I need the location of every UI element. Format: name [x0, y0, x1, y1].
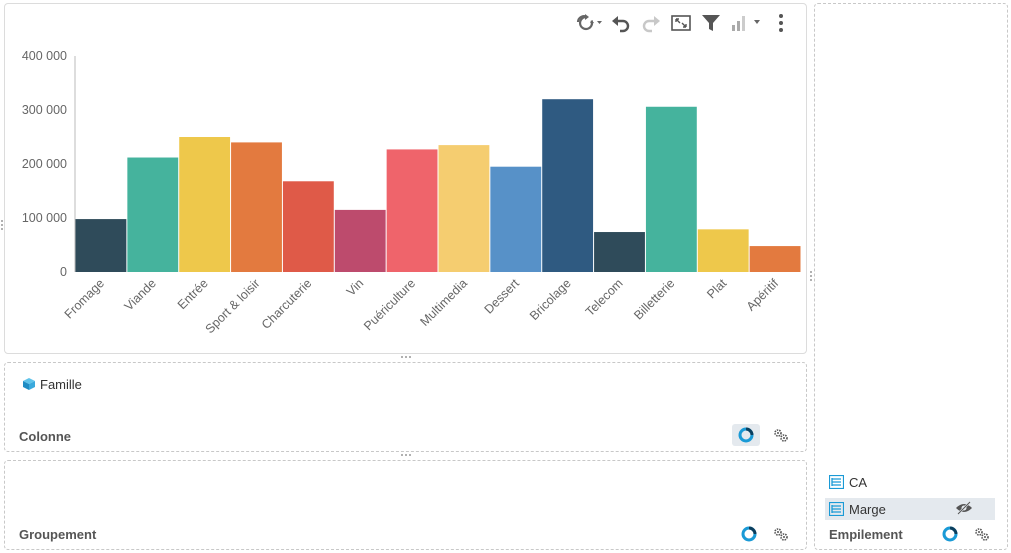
loading-toggle-button[interactable]: [738, 524, 760, 544]
ring-icon: [741, 526, 757, 542]
bar-charcuterie[interactable]: [282, 181, 334, 272]
colonne-label: Colonne: [19, 429, 71, 444]
dimension-cube-icon: [22, 377, 36, 391]
settings-button[interactable]: [971, 524, 993, 544]
y-tick-label: 0: [60, 265, 67, 279]
gears-icon: [774, 528, 788, 541]
bar-ap-ritif[interactable]: [749, 246, 801, 272]
more-icon: [779, 14, 783, 32]
x-tick-label: Dessert: [482, 276, 523, 317]
y-tick-label: 200 000: [22, 157, 67, 171]
colonne-dropzone[interactable]: Famille Colonne: [4, 362, 807, 452]
settings-button[interactable]: [770, 425, 792, 445]
x-tick-label: Puériculture: [361, 276, 418, 333]
groupement-dropzone[interactable]: Groupement: [4, 460, 807, 550]
hide-eye-icon[interactable]: [955, 501, 973, 515]
undo-icon: [612, 16, 630, 33]
fullscreen-icon: [671, 15, 691, 31]
x-tick-label: Charcuterie: [259, 276, 315, 332]
empilement-zone-icons: [939, 524, 993, 544]
measure-icon: [829, 502, 844, 516]
bars: [75, 99, 801, 272]
empilement-dropzone[interactable]: CA Marge Empilement: [814, 3, 1008, 550]
x-tick-label: Billetterie: [631, 276, 677, 322]
bar-viande[interactable]: [127, 157, 179, 272]
bar-pu-riculture[interactable]: [386, 149, 438, 272]
ring-icon: [738, 427, 754, 443]
bar-fromage[interactable]: [75, 219, 127, 272]
bar-dessert[interactable]: [490, 166, 542, 272]
measure-ca[interactable]: CA: [825, 471, 995, 493]
field-chip-label: Famille: [40, 376, 82, 392]
bar-entr-e[interactable]: [179, 137, 231, 272]
redo-icon: [642, 16, 660, 33]
x-tick-label: Telecom: [583, 276, 626, 319]
chart-toolbar: [566, 10, 796, 36]
resize-handle-2[interactable]: [400, 454, 412, 458]
redo-button[interactable]: [636, 10, 666, 36]
filter-button[interactable]: [696, 10, 726, 36]
bar-telecom[interactable]: [594, 232, 645, 272]
bar-bricolage[interactable]: [542, 99, 594, 272]
y-tick-label: 300 000: [22, 103, 67, 117]
resize-handle[interactable]: [400, 356, 412, 360]
x-tick-label: Apéritif: [744, 276, 782, 314]
bar-billetterie[interactable]: [645, 106, 697, 272]
measure-label: Marge: [849, 501, 886, 517]
groupement-zone-icons: [738, 524, 792, 544]
y-tick-label: 100 000: [22, 211, 67, 225]
chart-panel: 0 100 000 200 000 300 000 400 000 Fromage Via…: [4, 3, 807, 354]
gears-icon: [774, 429, 788, 442]
y-axis: 0 100 000 200 000 300 000 400 000: [22, 49, 76, 279]
x-tick-label: Plat: [704, 276, 730, 302]
x-tick-label: Viande: [122, 276, 159, 313]
measure-label: CA: [849, 474, 868, 490]
bar-sport-loisir[interactable]: [231, 142, 282, 272]
gears-icon: [975, 528, 989, 541]
loading-toggle-button[interactable]: [732, 424, 760, 446]
chart-type-icon: [732, 16, 760, 31]
x-tick-label: Fromage: [62, 276, 107, 321]
measure-marge[interactable]: Marge: [825, 498, 995, 520]
x-tick-label: Entrée: [175, 276, 211, 312]
x-tick-label: Sport & loisir: [203, 276, 263, 336]
empilement-label: Empilement: [829, 527, 903, 542]
measure-icon: [829, 475, 844, 489]
more-options-button[interactable]: [766, 10, 796, 36]
y-tick-label: 400 000: [22, 49, 67, 63]
bar-plat[interactable]: [697, 229, 749, 272]
x-tick-label: Vin: [344, 276, 367, 299]
ring-icon: [942, 526, 958, 542]
loading-toggle-button[interactable]: [939, 524, 961, 544]
bar-chart: 0 100 000 200 000 300 000 400 000 Fromage Via…: [22, 49, 801, 336]
x-tick-label: Bricolage: [527, 276, 574, 323]
filter-icon: [702, 15, 720, 31]
groupement-label: Groupement: [19, 527, 97, 542]
settings-button[interactable]: [770, 524, 792, 544]
fullscreen-button[interactable]: [666, 10, 696, 36]
undo-button[interactable]: [606, 10, 636, 36]
x-tick-label: Multimedia: [417, 276, 470, 329]
refresh-icon: [576, 14, 602, 31]
field-chip-famille[interactable]: Famille: [22, 374, 82, 394]
refresh-button[interactable]: [566, 10, 606, 36]
resize-handle-right[interactable]: [809, 271, 813, 283]
colonne-zone-icons: [732, 424, 792, 446]
bar-vin[interactable]: [334, 209, 386, 272]
resize-handle-left[interactable]: [0, 220, 4, 232]
bar-multimedia[interactable]: [438, 145, 490, 272]
chart-type-button[interactable]: [726, 10, 766, 36]
